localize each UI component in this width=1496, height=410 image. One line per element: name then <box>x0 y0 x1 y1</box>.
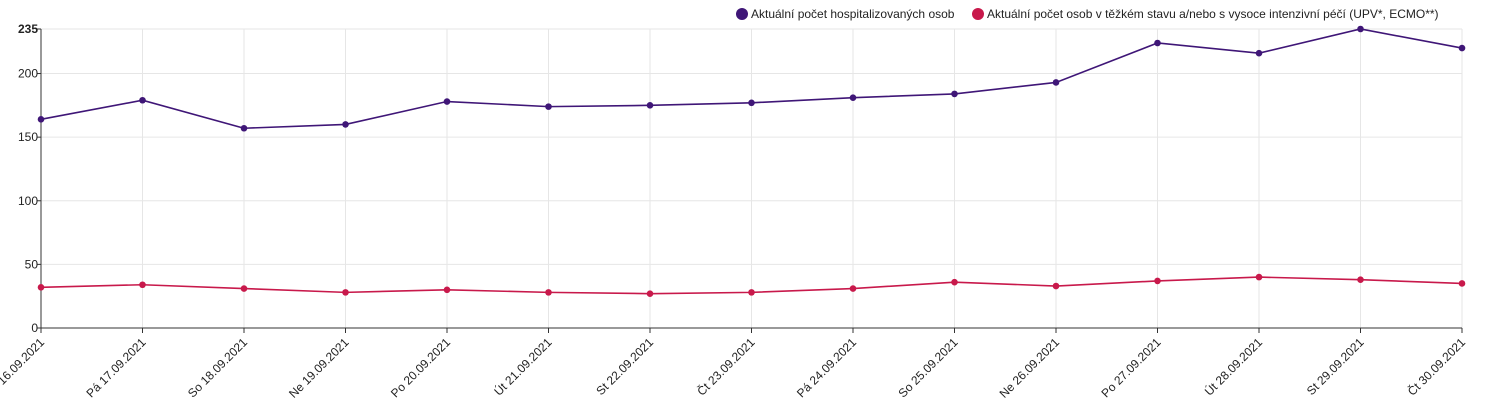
y-tick-label: 150 <box>18 130 38 144</box>
data-point[interactable] <box>1052 282 1060 290</box>
data-point[interactable] <box>748 289 755 296</box>
data-point[interactable] <box>1255 49 1263 57</box>
legend: Aktuální počet hospitalizovaných osob Akt… <box>736 7 1439 21</box>
x-tick-label: So 18.09.2021 <box>185 335 250 400</box>
x-tick-label: St 22.09.2021 <box>593 335 656 398</box>
y-tick-label: 0 <box>31 321 38 335</box>
data-point[interactable] <box>37 283 45 291</box>
y-tick-label: 235 <box>18 22 38 36</box>
data-point[interactable] <box>646 290 654 297</box>
data-point[interactable] <box>1458 280 1466 287</box>
data-point[interactable] <box>849 94 857 102</box>
legend-label: Aktuální počet osob v těžkém stavu a/neb… <box>987 7 1439 21</box>
y-tick-label: 50 <box>25 257 39 271</box>
y-tick-label: 100 <box>18 194 38 208</box>
data-point[interactable] <box>849 285 857 292</box>
y-tick-label: 200 <box>18 67 38 81</box>
data-point[interactable] <box>1458 44 1466 52</box>
x-tick-label: Pá 24.09.2021 <box>794 335 859 400</box>
legend-label: Aktuální počet hospitalizovaných osob <box>751 7 955 21</box>
x-tick-label: St 29.09.2021 <box>1304 335 1367 398</box>
data-point[interactable] <box>1052 79 1060 86</box>
legend-marker <box>736 8 748 20</box>
data-point[interactable] <box>1255 273 1263 281</box>
data-point[interactable] <box>545 289 552 296</box>
x-tick-label: Út 28.09.2021 <box>1201 334 1265 398</box>
x-tick-label: So 25.09.2021 <box>896 335 961 400</box>
x-tick-label: Po 27.09.2021 <box>1099 335 1164 400</box>
series-1 <box>37 25 1466 132</box>
x-tick-label: Ne 26.09.2021 <box>997 335 1063 401</box>
data-point[interactable] <box>240 124 248 132</box>
data-point[interactable] <box>951 278 958 286</box>
data-point[interactable] <box>139 281 146 289</box>
data-point[interactable] <box>951 90 958 98</box>
data-point[interactable] <box>342 289 349 296</box>
series-group <box>37 25 1466 297</box>
x-tick-label: Pá 17.09.2021 <box>84 335 149 400</box>
data-point[interactable] <box>748 99 755 107</box>
data-point[interactable] <box>545 103 552 110</box>
data-point[interactable] <box>240 285 248 292</box>
data-point[interactable] <box>443 286 451 294</box>
data-point[interactable] <box>1154 39 1161 47</box>
data-point[interactable] <box>1357 276 1364 283</box>
data-point[interactable] <box>342 121 349 128</box>
data-point[interactable] <box>443 98 451 105</box>
x-tick-label: Čt 30.09.2021 <box>1404 334 1468 398</box>
axes: 0 50 100 150 200 235 Čt 16.09.2021 Pá 17.09.202… <box>0 22 1468 401</box>
x-tick-label: Čt 23.09.2021 <box>694 334 758 398</box>
series-2 <box>37 273 1466 297</box>
x-tick-label: Út 21.09.2021 <box>491 334 555 398</box>
x-tick-label: Ne 19.09.2021 <box>286 335 352 401</box>
legend-item-2[interactable]: Aktuální počet osob v těžkém stavu a/neb… <box>972 7 1439 21</box>
legend-item-1[interactable]: Aktuální počet hospitalizovaných osob <box>736 7 955 21</box>
x-tick-label: Čt 16.09.2021 <box>0 334 47 398</box>
data-point[interactable] <box>139 96 146 104</box>
x-tick-label: Po 20.09.2021 <box>388 335 453 400</box>
legend-marker <box>972 8 984 20</box>
data-point[interactable] <box>1154 277 1161 285</box>
data-point[interactable] <box>1357 25 1364 33</box>
grid <box>40 28 1463 329</box>
data-point[interactable] <box>646 102 654 109</box>
data-point[interactable] <box>37 116 45 123</box>
